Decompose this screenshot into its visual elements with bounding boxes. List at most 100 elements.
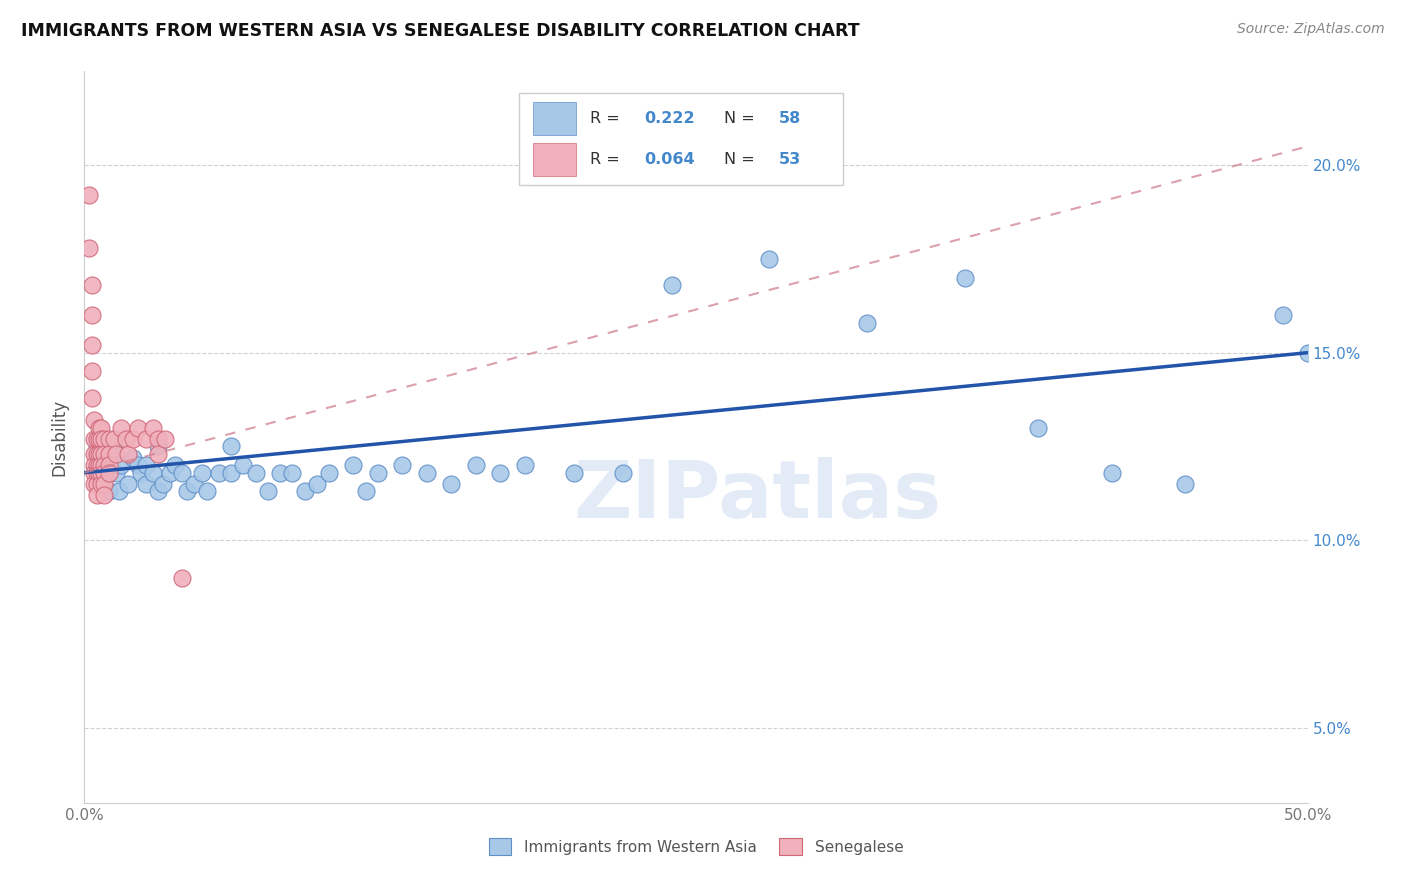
Point (127, 458, 149, 473)
Point (1028, 420, 1050, 434)
Point (146, 447, 169, 461)
Point (110, 458, 132, 473)
Point (90, 432, 112, 446)
Text: IMMIGRANTS FROM WESTERN ASIA VS SENEGALESE DISABILITY CORRELATION CHART: IMMIGRANTS FROM WESTERN ASIA VS SENEGALE… (21, 22, 859, 40)
Point (195, 484, 218, 499)
Point (257, 484, 280, 499)
Point (97, 447, 120, 461)
Point (489, 466, 512, 480)
Point (87, 420, 110, 434)
Point (135, 458, 157, 473)
Point (93, 469, 115, 483)
Point (416, 466, 439, 480)
Point (464, 458, 486, 473)
Point (90, 420, 112, 434)
Text: R =: R = (589, 112, 624, 127)
Point (1272, 308, 1295, 322)
Point (93, 488, 115, 502)
Point (105, 447, 128, 461)
Text: 0.064: 0.064 (644, 152, 695, 167)
Point (86, 488, 108, 502)
Point (97, 450, 120, 465)
Text: N =: N = (724, 152, 761, 167)
Point (87, 466, 110, 480)
Point (513, 458, 536, 473)
Point (152, 477, 174, 491)
Point (269, 466, 291, 480)
Point (80, 338, 103, 352)
Point (86, 432, 108, 446)
Text: 53: 53 (779, 152, 801, 167)
Point (83, 477, 105, 491)
Point (87, 432, 110, 446)
Point (129, 466, 152, 480)
Point (83, 466, 105, 480)
Point (135, 477, 157, 491)
Point (93, 447, 115, 461)
Point (562, 466, 585, 480)
Point (80, 364, 103, 378)
Point (953, 270, 976, 285)
Point (1101, 466, 1123, 480)
Point (612, 466, 634, 480)
Point (77, 241, 100, 255)
Point (163, 458, 186, 473)
Point (146, 440, 169, 454)
Text: 0.222: 0.222 (644, 112, 695, 127)
Point (159, 466, 181, 480)
Point (354, 484, 377, 499)
Text: N =: N = (724, 112, 761, 127)
Point (142, 466, 165, 480)
Point (281, 466, 304, 480)
Legend: Immigrants from Western Asia, Senegalese: Immigrants from Western Asia, Senegalese (482, 832, 910, 861)
Bar (533, 143, 576, 176)
Point (97, 432, 120, 446)
Point (83, 447, 105, 461)
Text: 58: 58 (779, 112, 801, 127)
Point (367, 466, 389, 480)
Point (440, 477, 463, 491)
Text: ZIPatlas: ZIPatlas (574, 457, 941, 534)
Point (77, 188, 100, 202)
Point (87, 447, 110, 461)
Point (86, 466, 108, 480)
Point (661, 278, 683, 293)
Point (183, 477, 205, 491)
Point (97, 458, 120, 473)
Point (117, 447, 139, 461)
Point (80, 278, 103, 293)
Point (97, 484, 120, 499)
Point (153, 432, 176, 446)
Text: R =: R = (589, 152, 624, 167)
Point (97, 466, 120, 480)
Point (83, 432, 105, 446)
Point (86, 458, 108, 473)
Point (219, 466, 242, 480)
Point (103, 440, 125, 454)
FancyBboxPatch shape (519, 94, 842, 185)
Point (856, 316, 879, 330)
Point (86, 447, 108, 461)
Point (93, 458, 115, 473)
Point (83, 413, 105, 427)
Point (86, 440, 108, 454)
Point (115, 432, 138, 446)
Point (342, 458, 364, 473)
Point (90, 466, 112, 480)
Point (122, 432, 145, 446)
Point (87, 458, 110, 473)
Point (97, 466, 120, 480)
Point (93, 466, 115, 480)
Y-axis label: Disability: Disability (51, 399, 69, 475)
Point (391, 458, 413, 473)
Point (146, 484, 169, 499)
Point (105, 466, 128, 480)
Bar (533, 103, 576, 136)
Point (90, 477, 112, 491)
Point (172, 466, 194, 480)
Point (83, 458, 105, 473)
Point (146, 432, 169, 446)
Point (135, 432, 157, 446)
Point (122, 450, 145, 465)
Point (318, 466, 340, 480)
